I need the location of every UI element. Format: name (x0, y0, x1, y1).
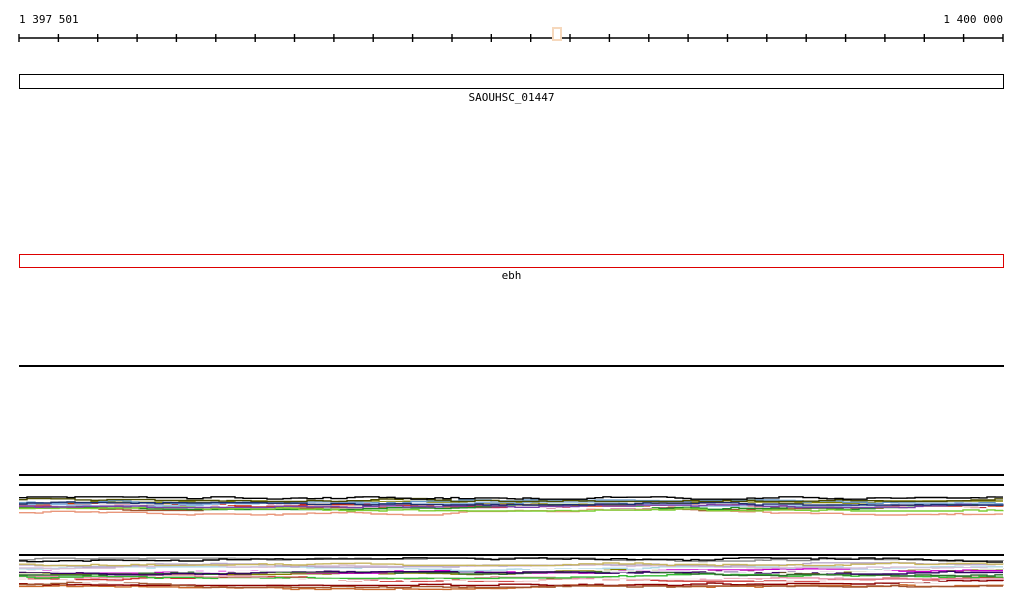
coverage-plot-lower[interactable] (19, 548, 1004, 596)
separator-line (19, 484, 1004, 486)
coverage-plot-upper[interactable] (19, 470, 1004, 520)
selection-cursor[interactable] (552, 27, 562, 41)
ruler-start-coordinate: 1 397 501 (19, 13, 79, 26)
feature-label-ebh: ebh (501, 269, 522, 282)
separator-line (19, 474, 1004, 476)
feature-label-saouhsc-01447: SAOUHSC_01447 (468, 91, 555, 104)
feature-box-saouhsc-01447[interactable] (19, 74, 1004, 89)
ruler-end-coordinate: 1 400 000 (943, 13, 1003, 26)
separator-line (19, 554, 1004, 556)
base-position-ruler[interactable] (0, 0, 1024, 52)
feature-box-ebh[interactable] (19, 254, 1004, 268)
separator-line (19, 365, 1004, 367)
